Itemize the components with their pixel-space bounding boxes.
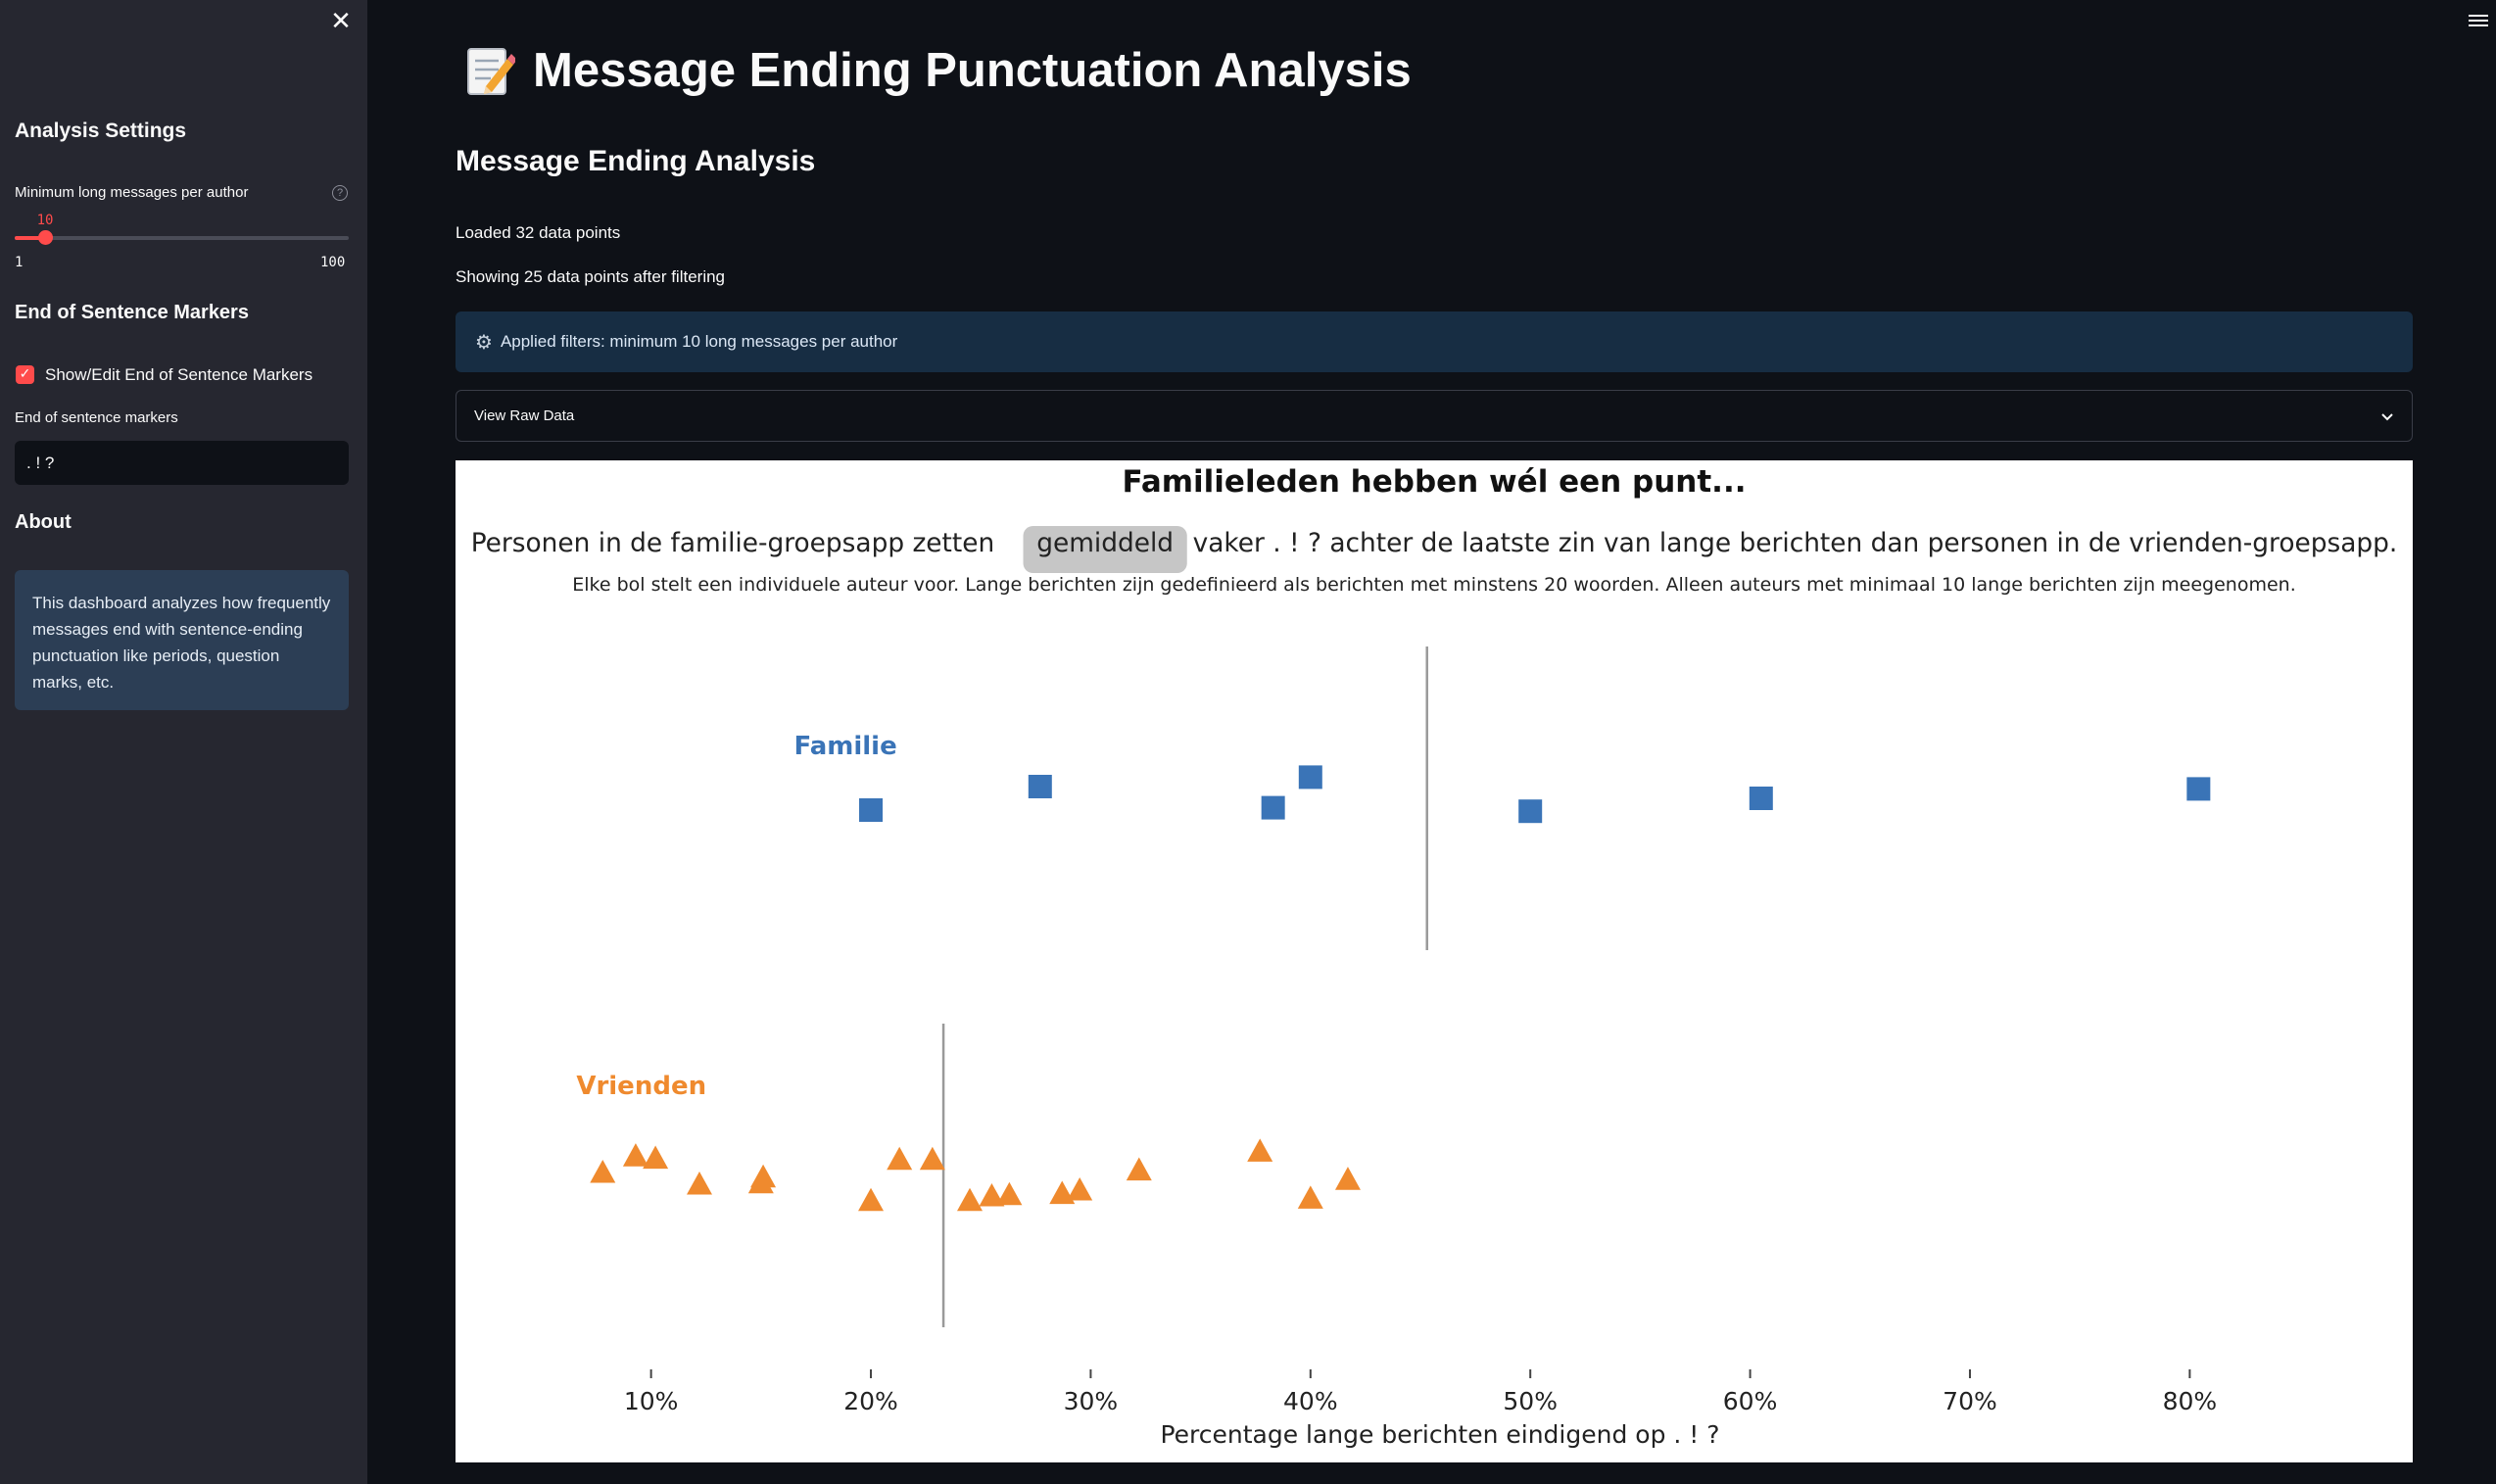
data-point-vrienden: [1297, 1185, 1323, 1209]
x-tick-label: 80%: [2163, 1387, 2218, 1415]
data-point-familie: [1749, 787, 1773, 810]
data-point-vrienden: [1067, 1176, 1093, 1201]
chart-title: Familieleden hebben wél een punt...: [1122, 464, 1746, 500]
chart-subtitle-before: Personen in de familie-groepsapp zetten: [471, 528, 995, 558]
markers-input[interactable]: . ! ?: [15, 441, 349, 485]
page-title: Message Ending Punctuation Analysis: [464, 43, 1412, 98]
data-point-vrienden: [687, 1171, 712, 1195]
slider-max-label: 100: [320, 255, 346, 270]
main-menu-icon[interactable]: [2469, 12, 2488, 29]
close-icon: ✕: [330, 7, 352, 36]
check-icon: ✓: [19, 366, 31, 382]
x-tick-label: 50%: [1503, 1387, 1558, 1415]
x-tick-label: 70%: [1943, 1387, 1997, 1415]
slider-fill: [15, 236, 45, 240]
gear-icon: ⚙: [475, 330, 493, 354]
data-point-vrienden: [996, 1181, 1023, 1206]
data-point-vrienden: [750, 1164, 777, 1188]
markers-heading: End of Sentence Markers: [15, 302, 249, 323]
chart-subtitle-highlight: gemiddeld: [1036, 528, 1174, 558]
help-icon[interactable]: ?: [332, 185, 348, 201]
about-heading: About: [15, 511, 72, 533]
chart-description: Elke bol stelt een individuele auteur vo…: [572, 574, 2295, 596]
showing-text: Showing 25 data points after filtering: [456, 267, 726, 286]
memo-icon: [467, 48, 515, 95]
expander-label: View Raw Data: [474, 407, 575, 424]
x-axis-label: Percentage lange berichten eindigend op …: [1160, 1420, 1719, 1449]
chart-subtitle-after: vaker . ! ? achter de laatste zin van la…: [1193, 528, 2398, 558]
show-markers-checkbox[interactable]: ✓: [16, 365, 34, 384]
chevron-down-icon: [2381, 412, 2393, 420]
section-subheader: Message Ending Analysis: [456, 145, 816, 177]
data-point-vrienden: [1334, 1167, 1361, 1190]
about-info-box: This dashboard analyzes how frequently m…: [15, 570, 349, 710]
data-point-vrienden: [979, 1182, 1005, 1207]
data-point-familie: [1261, 795, 1285, 820]
data-point-vrienden: [622, 1143, 648, 1167]
raw-data-expander[interactable]: View Raw Data: [456, 390, 2413, 442]
markers-input-label: End of sentence markers: [15, 409, 178, 426]
data-point-vrienden: [919, 1146, 945, 1171]
sidebar: ✕ Analysis Settings Minimum long message…: [0, 0, 367, 1484]
x-tick-label: 40%: [1283, 1387, 1338, 1415]
data-point-vrienden: [858, 1187, 885, 1212]
data-point-vrienden: [643, 1145, 669, 1170]
data-point-vrienden: [1049, 1180, 1076, 1205]
series-label-vrienden: Vrienden: [576, 1072, 706, 1101]
data-point-familie: [1028, 775, 1052, 798]
chart-container: Familieleden hebben wél een punt... Perso…: [456, 460, 2413, 1462]
data-point-vrienden: [887, 1146, 913, 1171]
loaded-text: Loaded 32 data points: [456, 223, 621, 242]
x-tick-label: 20%: [843, 1387, 898, 1415]
data-point-vrienden: [1126, 1157, 1152, 1181]
data-point-familie: [1518, 799, 1543, 824]
x-tick-label: 60%: [1723, 1387, 1778, 1415]
data-point-vrienden: [590, 1159, 616, 1183]
data-point-vrienden: [957, 1187, 983, 1212]
x-tick-label: 10%: [624, 1387, 679, 1415]
slider-value: 10: [36, 213, 54, 228]
slider-min-label: 1: [15, 255, 24, 270]
x-tick-label: 30%: [1064, 1387, 1119, 1415]
subtitle-highlight-bg: [1023, 526, 1187, 573]
close-sidebar-button[interactable]: ✕: [329, 8, 353, 35]
min-messages-slider[interactable]: 10: [15, 213, 349, 245]
data-point-familie: [859, 798, 884, 822]
about-text: This dashboard analyzes how frequently m…: [32, 594, 331, 692]
series-label-familie: Familie: [793, 732, 896, 761]
data-point-familie: [1298, 765, 1322, 790]
analysis-settings-heading: Analysis Settings: [15, 120, 187, 142]
data-point-vrienden: [1247, 1138, 1273, 1162]
scatter-chart: Familieleden hebben wél een punt... Perso…: [471, 464, 2398, 1449]
data-point-familie: [2186, 777, 2211, 801]
slider-label: Minimum long messages per author: [15, 184, 249, 201]
filter-info-text: Applied filters: minimum 10 long message…: [500, 332, 898, 351]
slider-thumb[interactable]: [38, 230, 53, 245]
checkbox-label[interactable]: Show/Edit End of Sentence Markers: [45, 365, 313, 384]
filter-info-box: ⚙ Applied filters: minimum 10 long messa…: [456, 311, 2413, 372]
page-title-text: Message Ending Punctuation Analysis: [533, 44, 1412, 97]
